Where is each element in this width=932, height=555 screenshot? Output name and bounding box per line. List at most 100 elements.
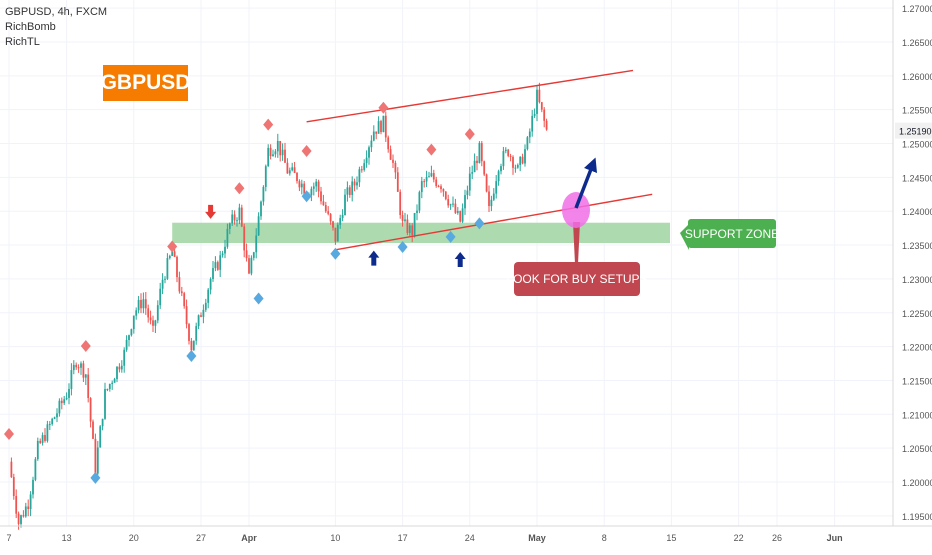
candle-body — [533, 113, 536, 116]
pivot-low-marker — [253, 292, 264, 305]
candle-body — [171, 251, 174, 256]
y-tick-label: 1.22500 — [902, 309, 932, 319]
candle-body — [418, 192, 421, 211]
candle-body — [132, 315, 135, 330]
candle-body — [190, 340, 193, 351]
price-axis[interactable]: 1.27000 1.26500 1.26000 1.25500 1.25000 1.245… — [902, 4, 932, 522]
candle-body — [516, 165, 519, 168]
candle-body — [116, 366, 118, 380]
candle-body — [519, 156, 522, 166]
candle-body — [327, 211, 330, 214]
candle-body — [492, 193, 495, 200]
candle-body — [226, 228, 229, 247]
candle-body — [480, 143, 483, 162]
candle-body — [488, 191, 490, 207]
y-tick-label: 1.24500 — [902, 173, 932, 183]
indicator-richtl[interactable]: RichTL — [5, 36, 40, 48]
buy-setups-label-text: LOOK FOR BUY SETUPS — [506, 272, 647, 286]
pivot-low-marker — [301, 190, 312, 203]
candle-body — [58, 400, 61, 414]
x-tick-label: 17 — [398, 533, 408, 543]
candle-body — [320, 191, 322, 202]
candle-body — [514, 167, 517, 169]
y-tick-label: 1.25000 — [902, 140, 932, 150]
time-axis[interactable]: 7 13 20 27 Apr 10 17 24 May 8 15 22 26 Jun — [6, 533, 842, 543]
candle-body — [238, 207, 241, 221]
candle-body — [351, 181, 354, 195]
candle-body — [274, 151, 277, 155]
candle-body — [96, 447, 99, 474]
candle-body — [161, 279, 164, 289]
signal-arrow-up — [454, 251, 466, 267]
candle-body — [84, 374, 87, 378]
candle-body — [87, 374, 90, 399]
candle-body — [440, 186, 442, 190]
candle-body — [334, 227, 337, 242]
candle-body — [341, 215, 344, 219]
candle-body — [459, 211, 462, 222]
candle-body — [322, 201, 325, 206]
candle-body — [216, 262, 219, 270]
candle-body — [336, 224, 339, 242]
support-zone-label: SUPPORT ZONE — [680, 219, 779, 250]
candle-body — [255, 235, 258, 253]
candle-body — [432, 173, 435, 180]
x-tick-label: 15 — [666, 533, 676, 543]
candle-body — [36, 440, 39, 460]
candle-body — [358, 169, 361, 183]
candle-body — [346, 187, 349, 195]
candle-body — [75, 364, 78, 368]
y-tick-label: 1.21000 — [902, 410, 932, 420]
candle-body — [449, 204, 452, 206]
candle-body — [20, 515, 22, 524]
candle-body — [545, 120, 548, 130]
candle-body — [77, 367, 80, 369]
candle-body — [118, 366, 121, 370]
candle-body — [260, 201, 262, 217]
support-zone-label-text: SUPPORT ZONE — [685, 227, 779, 241]
x-tick-label: 22 — [734, 533, 744, 543]
candle-body — [144, 299, 147, 309]
pivot-low-marker — [397, 241, 408, 254]
candle-body — [404, 219, 406, 221]
candle-body — [396, 172, 399, 192]
y-tick-label: 1.26500 — [902, 38, 932, 48]
candle-body — [243, 226, 246, 251]
candle-body — [111, 382, 114, 385]
candle-body — [310, 188, 313, 195]
candle-body — [291, 167, 294, 171]
candle-body — [72, 364, 75, 371]
candle-body — [495, 181, 498, 194]
candle-body — [269, 147, 272, 157]
chart-title: GBPUSD, 4h, FXCM — [5, 6, 108, 18]
candle-body — [543, 109, 546, 121]
candle-body — [288, 170, 291, 174]
candle-body — [324, 205, 327, 212]
candle-body — [106, 389, 109, 391]
pivot-high-marker — [263, 118, 274, 131]
candle-body — [413, 212, 416, 236]
candle-body — [262, 186, 265, 202]
candle-body — [363, 163, 366, 170]
candle-body — [497, 171, 500, 182]
candle-body — [464, 195, 466, 209]
candle-body — [430, 173, 433, 177]
candle-body — [272, 154, 274, 157]
candle-body — [209, 279, 212, 290]
candle-body — [154, 320, 157, 326]
candle-body — [152, 320, 154, 326]
breakout-highlight-circle — [562, 192, 590, 228]
candle-body — [60, 400, 63, 404]
candle-body — [384, 115, 387, 138]
candle-body — [281, 149, 284, 156]
candle-body — [197, 315, 200, 327]
x-tick-label: 8 — [602, 533, 607, 543]
candle-body — [104, 389, 106, 419]
candle-body — [447, 199, 450, 206]
candle-body — [298, 181, 301, 188]
indicator-richbomb[interactable]: RichBomb — [5, 21, 56, 33]
x-tick-label: 26 — [772, 533, 782, 543]
candle-body — [82, 363, 85, 378]
y-tick-label: 1.23000 — [902, 275, 932, 285]
candle-body — [365, 157, 368, 164]
